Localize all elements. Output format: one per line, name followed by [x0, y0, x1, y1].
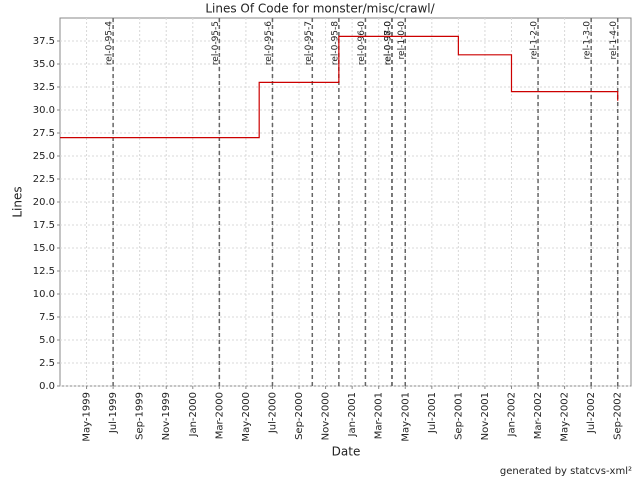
y-tick-label: 2.5: [39, 358, 55, 369]
release-label: rel-0-97-0: [383, 21, 393, 65]
x-tick-label: Sep-1999: [135, 392, 146, 440]
y-tick-label: 25.0: [33, 151, 55, 162]
y-tick-label: 17.5: [33, 220, 55, 231]
x-tick-label: Jan-2000: [188, 392, 199, 437]
release-label: rel-0-95-4: [105, 21, 115, 65]
x-tick-label: Mar-2001: [374, 392, 385, 439]
y-tick-label: 32.5: [33, 82, 55, 93]
x-tick-label: Sep-2002: [613, 392, 624, 440]
y-tick-label: 35.0: [33, 59, 55, 70]
x-tick-label: Jul-2001: [427, 392, 438, 434]
y-tick-label: 20.0: [33, 197, 55, 208]
x-tick-label: Mar-2002: [533, 392, 544, 439]
x-tick-label: May-2001: [400, 392, 411, 442]
y-tick-label: 10.0: [33, 289, 55, 300]
release-label: rel-1-0-0: [397, 21, 407, 60]
x-tick-label: Sep-2000: [294, 392, 305, 440]
data-line: [60, 35, 619, 139]
x-tick-label: Jul-2002: [586, 392, 597, 434]
y-tick-label: 37.5: [33, 36, 55, 47]
release-label: rel-0-95-7: [304, 21, 314, 65]
y-tick-label: 27.5: [33, 128, 55, 139]
x-tick-label: Nov-2000: [321, 392, 332, 440]
x-tick-label: Jul-1999: [108, 392, 119, 434]
release-label: rel-0-98-0: [383, 21, 393, 65]
x-tick-label: Nov-1999: [161, 392, 172, 440]
chart-title: Lines Of Code for monster/misc/crawl/: [205, 2, 435, 16]
release-label: rel-1-3-0: [583, 21, 593, 60]
y-tick-label: 5.0: [39, 335, 55, 346]
y-tick-label: 12.5: [33, 266, 55, 277]
x-tick-label: Sep-2001: [453, 392, 464, 440]
x-tick-label: Mar-2000: [214, 392, 225, 439]
release-label: rel-1-4-0: [609, 21, 619, 60]
x-tick-label: Jan-2001: [347, 392, 358, 437]
footer: generated by statcvs-xml²: [500, 466, 632, 477]
y-tick-label: 7.5: [39, 312, 55, 323]
release-label: rel-0-96-0: [357, 21, 367, 65]
x-tick-label: May-1999: [82, 392, 93, 442]
release-label: rel-0-95-5: [211, 21, 221, 65]
y-tick-label: 15.0: [33, 243, 55, 254]
x-axis-label: Date: [332, 445, 361, 459]
y-tick-label: 30.0: [33, 105, 55, 116]
release-label: rel-1-2-0: [530, 21, 540, 60]
y-tick-label: 22.5: [33, 174, 55, 185]
x-tick-label: May-2002: [560, 392, 571, 442]
x-tick-label: Jan-2002: [506, 392, 517, 437]
y-axis-label: Lines: [11, 186, 25, 217]
y-tick-label: 0.0: [39, 381, 55, 392]
x-tick-label: Jul-2000: [267, 392, 278, 434]
release-label: rel-0-95-6: [264, 21, 274, 65]
x-tick-label: May-2000: [241, 392, 252, 442]
release-label: rel-0-95-8: [330, 21, 340, 65]
x-tick-label: Nov-2001: [480, 392, 491, 440]
